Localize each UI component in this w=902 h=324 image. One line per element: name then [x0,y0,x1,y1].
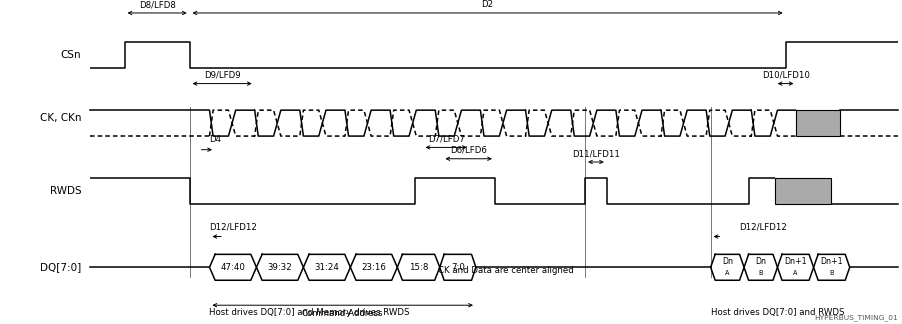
Text: DQ[7:0]: DQ[7:0] [40,262,81,272]
Text: Dn: Dn [754,257,766,266]
Text: B: B [829,270,833,276]
Bar [796,110,839,136]
Text: D4: D4 [209,135,221,144]
Text: Command-Address: Command-Address [301,309,383,318]
Text: Dn: Dn [721,257,732,266]
Text: CK and Data are center aligned: CK and Data are center aligned [437,266,573,275]
Text: CK, CKn: CK, CKn [40,113,81,123]
Text: Dn+1: Dn+1 [783,257,806,266]
Text: 47:40: 47:40 [220,263,245,272]
Text: RWDS: RWDS [50,186,81,196]
Bar [774,178,830,204]
Text: D9/LFD9: D9/LFD9 [204,71,240,80]
Text: D11/LFD11: D11/LFD11 [571,149,620,158]
Text: D12/LFD12: D12/LFD12 [738,223,786,232]
Text: CSn: CSn [60,50,81,60]
Text: HYPERBUS_TIMING_01: HYPERBUS_TIMING_01 [814,315,897,321]
Text: D8/LFD8: D8/LFD8 [139,0,175,9]
Text: D6/LFD6: D6/LFD6 [450,146,486,155]
Text: 31:24: 31:24 [314,263,339,272]
Text: D10/LFD10: D10/LFD10 [760,71,809,80]
Text: 7:0: 7:0 [450,263,465,272]
Text: Host drives DQ[7:0] and RWDS: Host drives DQ[7:0] and RWDS [710,308,843,317]
Text: A: A [793,270,796,276]
Text: B: B [758,270,762,276]
Text: 23:16: 23:16 [361,263,386,272]
Text: Host drives DQ[7:0] and Memory drives RWDS: Host drives DQ[7:0] and Memory drives RW… [209,308,410,317]
Text: Dn+1: Dn+1 [819,257,842,266]
Text: D2: D2 [481,0,493,9]
Text: A: A [724,270,729,276]
Text: 15:8: 15:8 [409,263,428,272]
Text: D7/LFD7: D7/LFD7 [428,134,464,144]
Text: D12/LFD12: D12/LFD12 [209,223,257,232]
Text: 39:32: 39:32 [267,263,292,272]
